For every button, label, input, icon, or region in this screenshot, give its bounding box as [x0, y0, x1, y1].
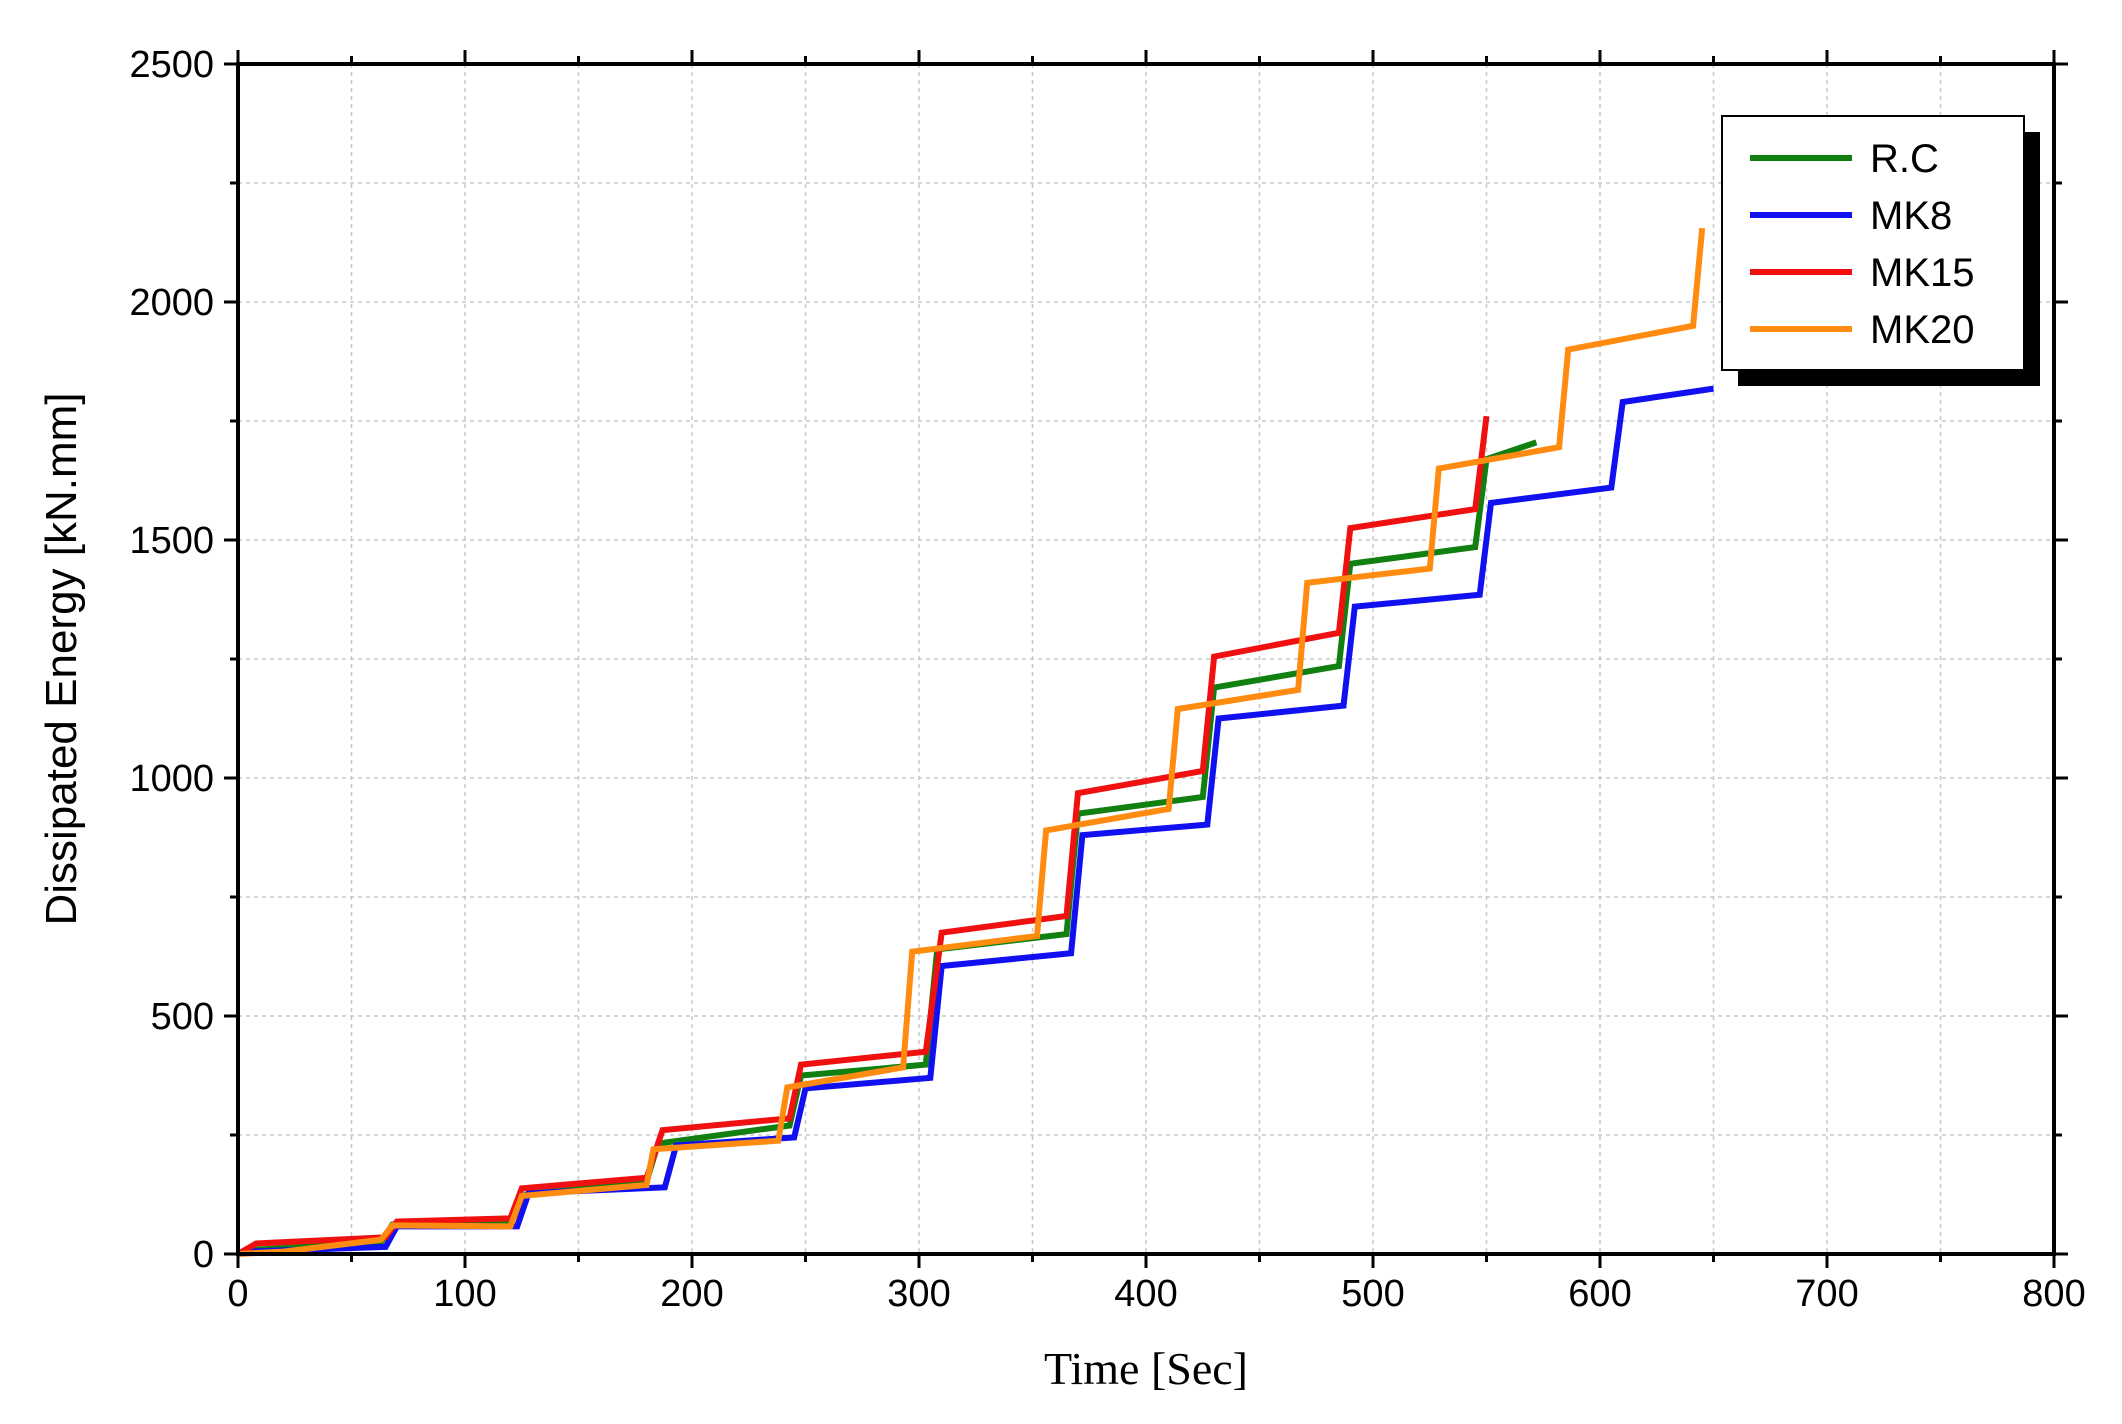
series-line-mk8 [237, 385, 1714, 1257]
x-tick-label: 300 [887, 1273, 950, 1315]
x-tick-label: 600 [1568, 1273, 1631, 1315]
x-tick-label: 800 [2022, 1273, 2085, 1315]
legend: R.C MK8 MK15 MK20 [1721, 115, 2040, 386]
series-line-mk20 [237, 227, 1706, 1257]
legend-label-mk20: MK20 [1870, 308, 1975, 352]
series-lines [236, 227, 1714, 1257]
y-tick-label: 500 [151, 996, 214, 1038]
series-line-r-c [237, 439, 1538, 1257]
y-tick-label: 2500 [129, 44, 214, 86]
x-tick-label: 100 [433, 1273, 496, 1315]
x-axis-title: Time [Sec] [1044, 1343, 1248, 1394]
y-tick-label: 1500 [129, 520, 214, 562]
x-tick-label: 400 [1114, 1273, 1177, 1315]
series-line-mk15 [236, 415, 1490, 1257]
x-tick-label: 0 [227, 1273, 248, 1315]
legend-label-mk15: MK15 [1870, 251, 1975, 295]
legend-label-mk8: MK8 [1870, 194, 1952, 238]
y-tick-label: 0 [193, 1234, 214, 1276]
legend-label-r-c: R.C [1870, 137, 1939, 181]
x-tick-label: 700 [1795, 1273, 1858, 1315]
y-tick-label: 2000 [129, 282, 214, 324]
axis-ticks [224, 50, 2068, 1268]
y-tick-label: 1000 [129, 758, 214, 800]
y-axis-title: Dissipated Energy [kN.mm] [37, 392, 86, 925]
x-tick-label: 500 [1341, 1273, 1404, 1315]
legend-items: R.C MK8 MK15 MK20 [1750, 137, 1975, 352]
x-tick-label: 200 [660, 1273, 723, 1315]
tick-labels: 0 100 200 300 400 500 600 700 800 0 500 1000 1500 200… [129, 44, 2085, 1315]
